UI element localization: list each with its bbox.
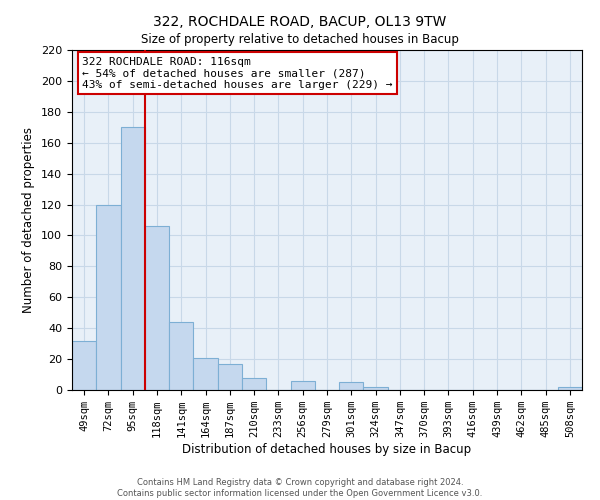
Y-axis label: Number of detached properties: Number of detached properties [22,127,35,313]
X-axis label: Distribution of detached houses by size in Bacup: Distribution of detached houses by size … [182,443,472,456]
Text: Size of property relative to detached houses in Bacup: Size of property relative to detached ho… [141,32,459,46]
Bar [121,128,145,390]
Bar [96,204,121,390]
Bar [72,340,96,390]
Text: Contains HM Land Registry data © Crown copyright and database right 2024.
Contai: Contains HM Land Registry data © Crown c… [118,478,482,498]
Bar [218,364,242,390]
Bar [558,387,582,390]
Bar [169,322,193,390]
Bar [145,226,169,390]
Bar [364,387,388,390]
Text: 322, ROCHDALE ROAD, BACUP, OL13 9TW: 322, ROCHDALE ROAD, BACUP, OL13 9TW [154,15,446,29]
Bar [193,358,218,390]
Bar [242,378,266,390]
Text: 322 ROCHDALE ROAD: 116sqm
← 54% of detached houses are smaller (287)
43% of semi: 322 ROCHDALE ROAD: 116sqm ← 54% of detac… [82,57,392,90]
Bar [339,382,364,390]
Bar [290,380,315,390]
